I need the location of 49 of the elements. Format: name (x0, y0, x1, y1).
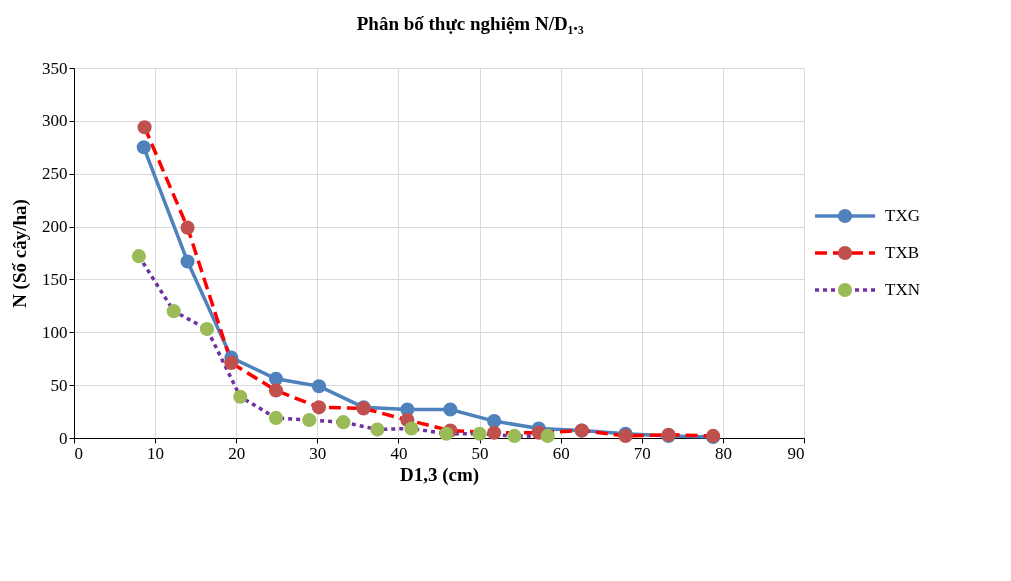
point (137, 120, 152, 135)
y-axis-title: N (Số cây/ha) (9, 199, 31, 308)
point (180, 220, 195, 235)
point (311, 379, 327, 394)
point (404, 421, 419, 436)
point (370, 422, 385, 437)
y-tick-label: 0 (59, 428, 68, 448)
chart-title: Phân bố thực nghiệm N/D₁.₃ (356, 13, 585, 34)
y-tick-label: 350 (42, 58, 68, 78)
y-tick-label: 100 (42, 322, 68, 342)
x-tick-label: 30 (309, 443, 327, 463)
point (166, 304, 181, 319)
legend-label: TXN (885, 280, 920, 299)
point (268, 371, 284, 386)
y-tick-label: 50 (50, 375, 68, 395)
x-tick-label: 80 (714, 443, 732, 463)
x-tick-label: 70 (633, 443, 651, 463)
y-tick-label: 150 (42, 269, 68, 289)
point (136, 140, 151, 155)
point (443, 402, 458, 417)
point (180, 254, 195, 269)
x-axis-title: D1,3 (cm) (399, 463, 480, 486)
y-tick-label: 200 (42, 217, 68, 237)
legend-label: TXB (885, 243, 919, 262)
x-tick-label: 90 (787, 443, 805, 463)
point (472, 426, 487, 441)
point (131, 249, 146, 264)
x-tick-label: 0 (74, 443, 83, 463)
point (311, 400, 327, 415)
point (268, 410, 284, 425)
y-tick-label: 250 (42, 164, 68, 184)
point (439, 426, 454, 441)
x-tick-label: 20 (228, 443, 246, 463)
y-tick-label: 300 (42, 111, 68, 131)
x-tick-label: 50 (471, 443, 489, 463)
point (199, 322, 215, 337)
point (268, 383, 284, 398)
point (487, 425, 502, 440)
point (336, 415, 351, 430)
x-tick-label: 60 (552, 443, 570, 463)
point (233, 389, 248, 404)
x-tick-label: 40 (390, 443, 408, 463)
legend-label: TXG (885, 206, 920, 225)
point (224, 355, 239, 370)
point (540, 428, 555, 443)
point (507, 428, 522, 443)
point (302, 412, 317, 428)
x-tick-label: 10 (147, 443, 165, 463)
point (487, 414, 502, 429)
